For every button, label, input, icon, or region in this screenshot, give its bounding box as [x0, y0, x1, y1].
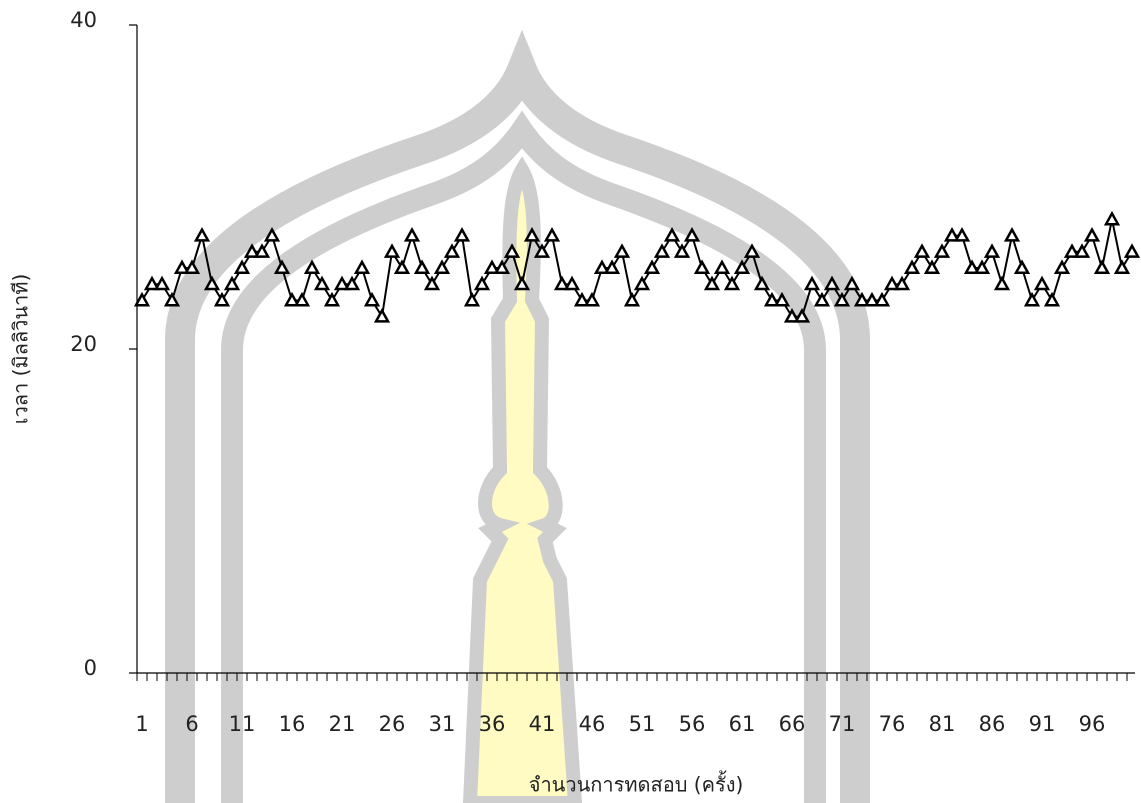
marker	[956, 230, 968, 241]
marker	[306, 262, 318, 273]
chart: เวลา (มิลลิวินาที) จำนวนการทดสอบ (ครั้ง)…	[0, 0, 1141, 803]
marker	[446, 246, 458, 257]
marker	[586, 294, 598, 305]
marker	[1026, 294, 1038, 305]
x-tick-label: 31	[429, 712, 456, 736]
marker	[916, 246, 928, 257]
marker	[406, 230, 418, 241]
marker	[716, 262, 728, 273]
marker	[646, 262, 658, 273]
marker	[696, 262, 708, 273]
marker	[366, 294, 378, 305]
marker	[1106, 213, 1118, 224]
marker	[876, 294, 888, 305]
x-tick-label: 61	[729, 712, 756, 736]
marker	[1096, 262, 1108, 273]
marker	[676, 246, 688, 257]
x-tick-label: 41	[529, 712, 556, 736]
marker	[156, 278, 168, 289]
marker	[806, 278, 818, 289]
marker	[466, 294, 478, 305]
marker	[896, 278, 908, 289]
marker	[986, 246, 998, 257]
x-tick-label: 21	[329, 712, 356, 736]
watermark-spire	[470, 170, 575, 803]
x-tick-label: 96	[1079, 712, 1106, 736]
x-tick-label: 91	[1029, 712, 1056, 736]
x-tick-label: 81	[929, 712, 956, 736]
marker	[1056, 262, 1068, 273]
x-tick-label: 6	[185, 712, 198, 736]
marker	[416, 262, 428, 273]
y-tick-label: 40	[70, 8, 97, 32]
marker	[136, 294, 148, 305]
marker	[436, 262, 448, 273]
marker	[386, 246, 398, 257]
marker	[236, 262, 248, 273]
marker	[396, 262, 408, 273]
marker	[606, 262, 618, 273]
marker	[816, 294, 828, 305]
x-tick-label: 56	[679, 712, 706, 736]
marker	[926, 262, 938, 273]
marker	[426, 278, 438, 289]
x-tick-label: 26	[379, 712, 406, 736]
x-tick-label: 46	[579, 712, 606, 736]
x-tick-label: 76	[879, 712, 906, 736]
y-tick-label: 20	[70, 332, 97, 356]
marker	[1076, 246, 1088, 257]
x-axis-title: จำนวนการทดสอบ (ครั้ง)	[529, 771, 744, 797]
marker	[666, 230, 678, 241]
marker	[726, 278, 738, 289]
x-tick-label: 11	[229, 712, 256, 736]
marker	[636, 278, 648, 289]
marker	[316, 278, 328, 289]
marker	[196, 230, 208, 241]
marker	[356, 262, 368, 273]
marker	[706, 278, 718, 289]
marker	[1086, 230, 1098, 241]
marker	[1036, 278, 1048, 289]
x-tick-label: 1	[135, 712, 148, 736]
marker	[346, 278, 358, 289]
marker	[326, 294, 338, 305]
x-tick-label: 36	[479, 712, 506, 736]
marker	[1016, 262, 1028, 273]
marker	[376, 311, 388, 322]
marker	[1126, 246, 1138, 257]
marker	[996, 278, 1008, 289]
marker	[546, 230, 558, 241]
watermark	[180, 70, 855, 803]
page: {"chart_data": { "type": "line", "x_labe…	[0, 0, 1141, 803]
marker	[566, 278, 578, 289]
x-tick-label: 66	[779, 712, 806, 736]
marker	[216, 294, 228, 305]
marker	[1046, 294, 1058, 305]
marker	[476, 278, 488, 289]
marker	[1116, 262, 1128, 273]
marker	[626, 294, 638, 305]
marker	[976, 262, 988, 273]
marker	[906, 262, 918, 273]
marker	[226, 278, 238, 289]
marker	[456, 230, 468, 241]
marker	[936, 246, 948, 257]
x-tick-label: 51	[629, 712, 656, 736]
marker	[256, 246, 268, 257]
y-axis-title: เวลา (มิลลิวินาที)	[9, 274, 33, 425]
marker	[296, 294, 308, 305]
x-tick-label: 16	[279, 712, 306, 736]
marker	[616, 246, 628, 257]
marker	[656, 246, 668, 257]
x-tick-label: 86	[979, 712, 1006, 736]
x-tick-label: 71	[829, 712, 856, 736]
y-tick-label: 0	[84, 656, 97, 680]
marker	[1006, 230, 1018, 241]
